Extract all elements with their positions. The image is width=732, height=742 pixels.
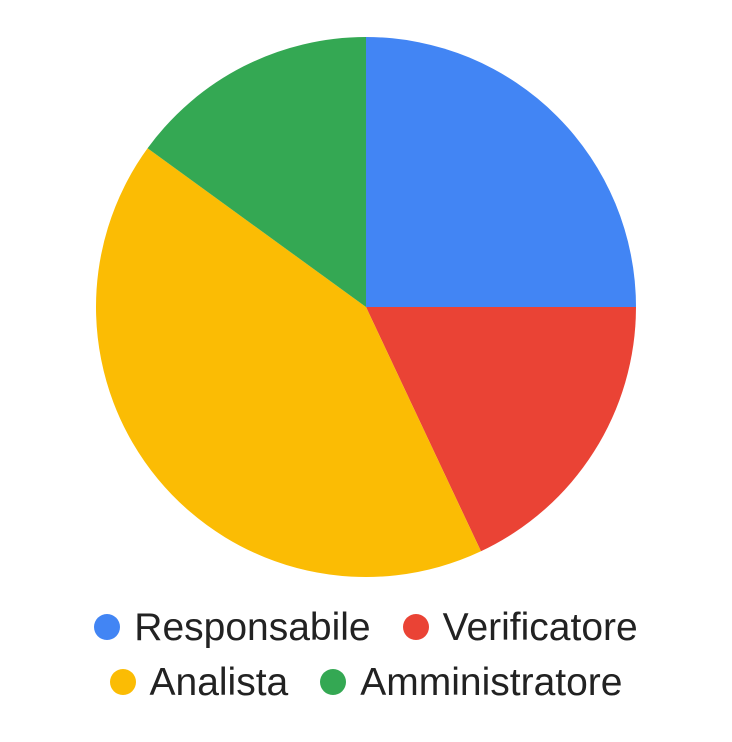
legend-row-1: Responsabile Verificatore xyxy=(0,603,732,651)
pie-slice-responsabile xyxy=(366,37,636,307)
legend-item-amministratore: Amministratore xyxy=(320,663,622,702)
legend-swatch-analista xyxy=(109,669,136,695)
pie-slice-verificatore xyxy=(366,307,636,552)
legend-item-verificatore: Verificatore xyxy=(402,605,638,649)
legend-label-verificatore: Verificatore xyxy=(442,605,638,649)
pie-slice-amministratore xyxy=(147,37,366,307)
legend-swatch-responsabile xyxy=(94,614,121,640)
legend-label-analista: Analista xyxy=(149,660,289,704)
legend-row-2: Analista Amministratore xyxy=(0,658,732,706)
pie-chart xyxy=(96,37,636,577)
legend-swatch-amministratore xyxy=(320,669,347,695)
legend-item-analista: Analista xyxy=(109,660,289,704)
pie-slice-analista xyxy=(96,148,481,577)
legend-swatch-verificatore xyxy=(402,614,429,640)
legend-label-amministratore: Amministratore xyxy=(360,660,623,704)
legend-label-responsabile: Responsabile xyxy=(134,605,371,649)
legend-item-responsabile: Responsabile xyxy=(94,605,371,649)
